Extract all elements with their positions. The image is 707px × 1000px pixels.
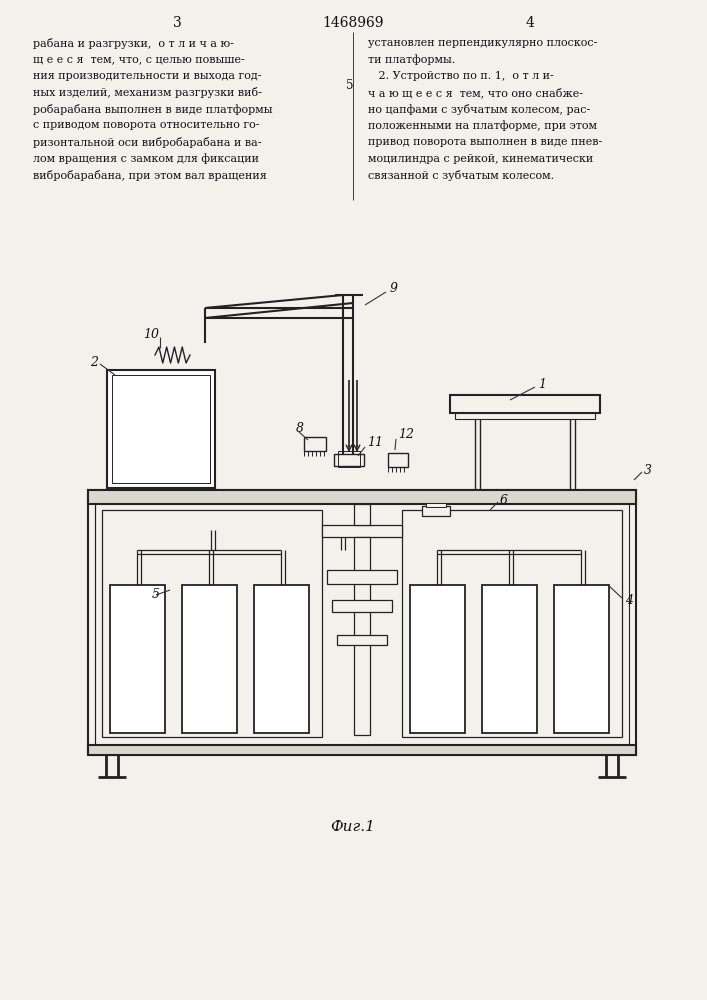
Text: 4: 4: [525, 16, 534, 30]
Bar: [102, 510, 322, 737]
Bar: [304, 437, 326, 451]
Text: связанной с зубчатым колесом.: связанной с зубчатым колесом.: [368, 170, 554, 181]
Text: 2. Устройство по п. 1,  о т л и-: 2. Устройство по п. 1, о т л и-: [368, 71, 554, 81]
Bar: [482, 585, 537, 733]
Text: привод поворота выполнен в виде пнев-: привод поворота выполнен в виде пнев-: [368, 137, 602, 147]
Text: рабана и разгрузки,  о т л и ч а ю-: рабана и разгрузки, о т л и ч а ю-: [33, 38, 234, 49]
Text: 10: 10: [143, 328, 159, 342]
Text: ных изделий, механизм разгрузки виб-: ных изделий, механизм разгрузки виб-: [33, 88, 262, 99]
Text: 3: 3: [644, 464, 652, 477]
Text: с приводом поворота относительно го-: с приводом поворота относительно го-: [33, 120, 259, 130]
Bar: [354, 537, 370, 735]
Text: лом вращения с замком для фиксации: лом вращения с замком для фиксации: [33, 153, 259, 164]
Bar: [455, 413, 595, 419]
Text: 11: 11: [367, 436, 383, 450]
Bar: [327, 570, 397, 584]
Text: вибробарабана, при этом вал вращения: вибробарабана, при этом вал вращения: [33, 170, 267, 181]
Bar: [107, 370, 215, 488]
Text: 5: 5: [346, 79, 354, 92]
Text: установлен перпендикулярно плоскос-: установлен перпендикулярно плоскос-: [368, 38, 597, 48]
Text: 12: 12: [398, 428, 414, 442]
Bar: [338, 451, 360, 467]
Text: положенными на платформе, при этом: положенными на платформе, при этом: [368, 120, 597, 131]
Text: но цапфами с зубчатым колесом, рас-: но цапфами с зубчатым колесом, рас-: [368, 104, 590, 115]
Bar: [182, 585, 237, 733]
Bar: [110, 585, 165, 733]
Text: ризонтальной оси вибробарабана и ва-: ризонтальной оси вибробарабана и ва-: [33, 137, 262, 148]
Bar: [426, 503, 446, 507]
Text: ния производительности и выхода год-: ния производительности и выхода год-: [33, 71, 262, 81]
Bar: [332, 600, 392, 612]
Bar: [334, 454, 364, 466]
Text: моцилиндра с рейкой, кинематически: моцилиндра с рейкой, кинематически: [368, 153, 593, 163]
Text: робарабана выполнен в виде платформы: робарабана выполнен в виде платформы: [33, 104, 272, 115]
Bar: [388, 453, 408, 467]
Bar: [88, 745, 636, 755]
Bar: [322, 525, 402, 537]
Bar: [112, 375, 210, 483]
Text: 8: 8: [296, 422, 304, 434]
Text: 4: 4: [625, 593, 633, 606]
Bar: [402, 510, 622, 737]
Bar: [88, 490, 636, 755]
Bar: [88, 490, 636, 504]
Bar: [422, 506, 450, 516]
Bar: [95, 497, 629, 748]
Text: 1468969: 1468969: [322, 16, 384, 30]
Text: Фиг.1: Фиг.1: [331, 820, 375, 834]
Text: 9: 9: [390, 282, 398, 294]
Text: 3: 3: [173, 16, 182, 30]
Text: ти платформы.: ти платформы.: [368, 54, 455, 65]
Text: 5: 5: [152, 588, 160, 601]
Bar: [337, 635, 387, 645]
Bar: [410, 585, 465, 733]
Text: ч а ю щ е е с я  тем, что оно снабже-: ч а ю щ е е с я тем, что оно снабже-: [368, 88, 583, 98]
Text: 2: 2: [90, 356, 98, 368]
Bar: [254, 585, 309, 733]
Text: 1: 1: [538, 378, 546, 391]
Bar: [554, 585, 609, 733]
Text: щ е е с я  тем, что, с целью повыше-: щ е е с я тем, что, с целью повыше-: [33, 54, 245, 64]
Text: 6: 6: [500, 493, 508, 506]
Bar: [450, 395, 600, 413]
Bar: [354, 504, 370, 525]
